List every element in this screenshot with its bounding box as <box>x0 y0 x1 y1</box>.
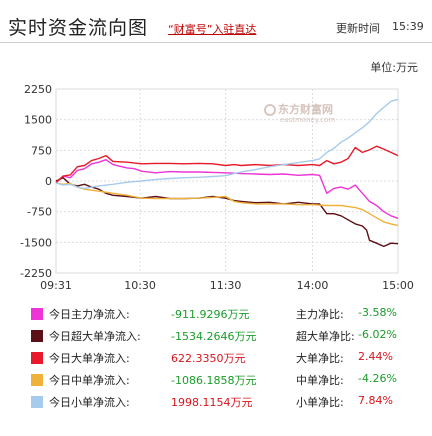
x-tick-label: 14:00 <box>297 279 329 292</box>
y-tick-label: 1500 <box>24 114 52 127</box>
legend-ratio-label: 主力净比: <box>296 308 344 321</box>
unit-label: 单位:万元 <box>370 61 418 74</box>
chart-series <box>55 98 399 248</box>
legend-swatch <box>31 330 43 342</box>
x-tick-label: 11:30 <box>210 279 242 292</box>
promo-link[interactable]: “财富号”入驻直达 <box>168 23 257 36</box>
y-tick-label: 2250 <box>24 83 52 96</box>
legend-label: 今日主力净流入: <box>49 308 130 321</box>
header: 实时资金流向图 “财富号”入驻直达 更新时间 15:39 <box>0 0 432 44</box>
legend-row-main: 今日主力净流入: -911.9296万元 主力净比: -3.58% <box>0 305 432 325</box>
y-tick-label: -750 <box>27 206 52 219</box>
x-tick-label: 10:30 <box>124 279 156 292</box>
legend-swatch <box>31 396 43 408</box>
legend-swatch <box>31 352 43 364</box>
page-title: 实时资金流向图 <box>8 17 149 39</box>
header-divider <box>0 42 432 43</box>
watermark-domain: eastmoney.com <box>280 116 335 124</box>
legend-row-medium: 今日中单净流入: -1086.1858万元 中单净比: -4.26% <box>0 371 432 391</box>
legend-label: 今日超大单净流入: <box>49 330 141 343</box>
y-tick-label: 750 <box>31 144 52 157</box>
series-line-small <box>55 98 399 190</box>
legend-label: 今日大单净流入: <box>49 352 130 365</box>
legend-ratio-value: -6.02% <box>358 328 397 341</box>
fund-flow-chart: 东方财富网 eastmoney.com 2250 1500 750 0 -750 -150… <box>20 83 414 292</box>
legend-row-large: 今日大单净流入: 622.3350万元 大单净比: 2.44% <box>0 349 432 369</box>
legend-value: -911.9296万元 <box>171 308 250 321</box>
legend-swatch <box>31 374 43 386</box>
legend-row-small: 今日小单净流入: 1998.1154万元 小单净比: 7.84% <box>0 393 432 413</box>
series-line-super <box>55 177 399 248</box>
y-tick-label: -1500 <box>20 236 52 249</box>
series-line-large <box>55 145 399 183</box>
y-tick-label: -2250 <box>20 267 52 280</box>
watermark-logo-icon <box>264 104 276 116</box>
update-time-label: 更新时间 <box>336 22 380 35</box>
legend-ratio-value: 2.44% <box>358 350 393 363</box>
x-tick-label: 15:00 <box>382 279 414 292</box>
legend-ratio-label: 中单净比: <box>296 374 344 387</box>
chart-grid <box>55 88 399 274</box>
legend-ratio-label: 小单净比: <box>296 396 344 409</box>
legend-value: 1998.1154万元 <box>171 396 253 409</box>
legend-value: 622.3350万元 <box>171 352 246 365</box>
legend-label: 今日中单净流入: <box>49 374 130 387</box>
legend-ratio-value: -4.26% <box>358 372 397 385</box>
x-tick-label: 09:31 <box>40 279 72 292</box>
legend-ratio-label: 超大单净比: <box>296 330 355 343</box>
legend-label: 今日小单净流入: <box>49 396 130 409</box>
legend-ratio-value: -3.58% <box>358 306 397 319</box>
legend-swatch <box>31 308 43 320</box>
watermark-brand: 东方财富网 <box>278 102 333 116</box>
legend-row-super: 今日超大单净流入: -1534.2646万元 超大单净比: -6.02% <box>0 327 432 347</box>
series-line-medium <box>55 182 399 227</box>
y-tick-label: 0 <box>45 175 52 188</box>
legend-value: -1534.2646万元 <box>171 330 257 343</box>
legend-value: -1086.1858万元 <box>171 374 257 387</box>
legend-ratio-label: 大单净比: <box>296 352 344 365</box>
plot-frame <box>55 88 399 274</box>
update-time-value: 15:39 <box>392 20 424 33</box>
watermark: 东方财富网 eastmoney.com <box>264 102 335 124</box>
series-line-main <box>55 159 399 219</box>
legend-ratio-value: 7.84% <box>358 394 393 407</box>
